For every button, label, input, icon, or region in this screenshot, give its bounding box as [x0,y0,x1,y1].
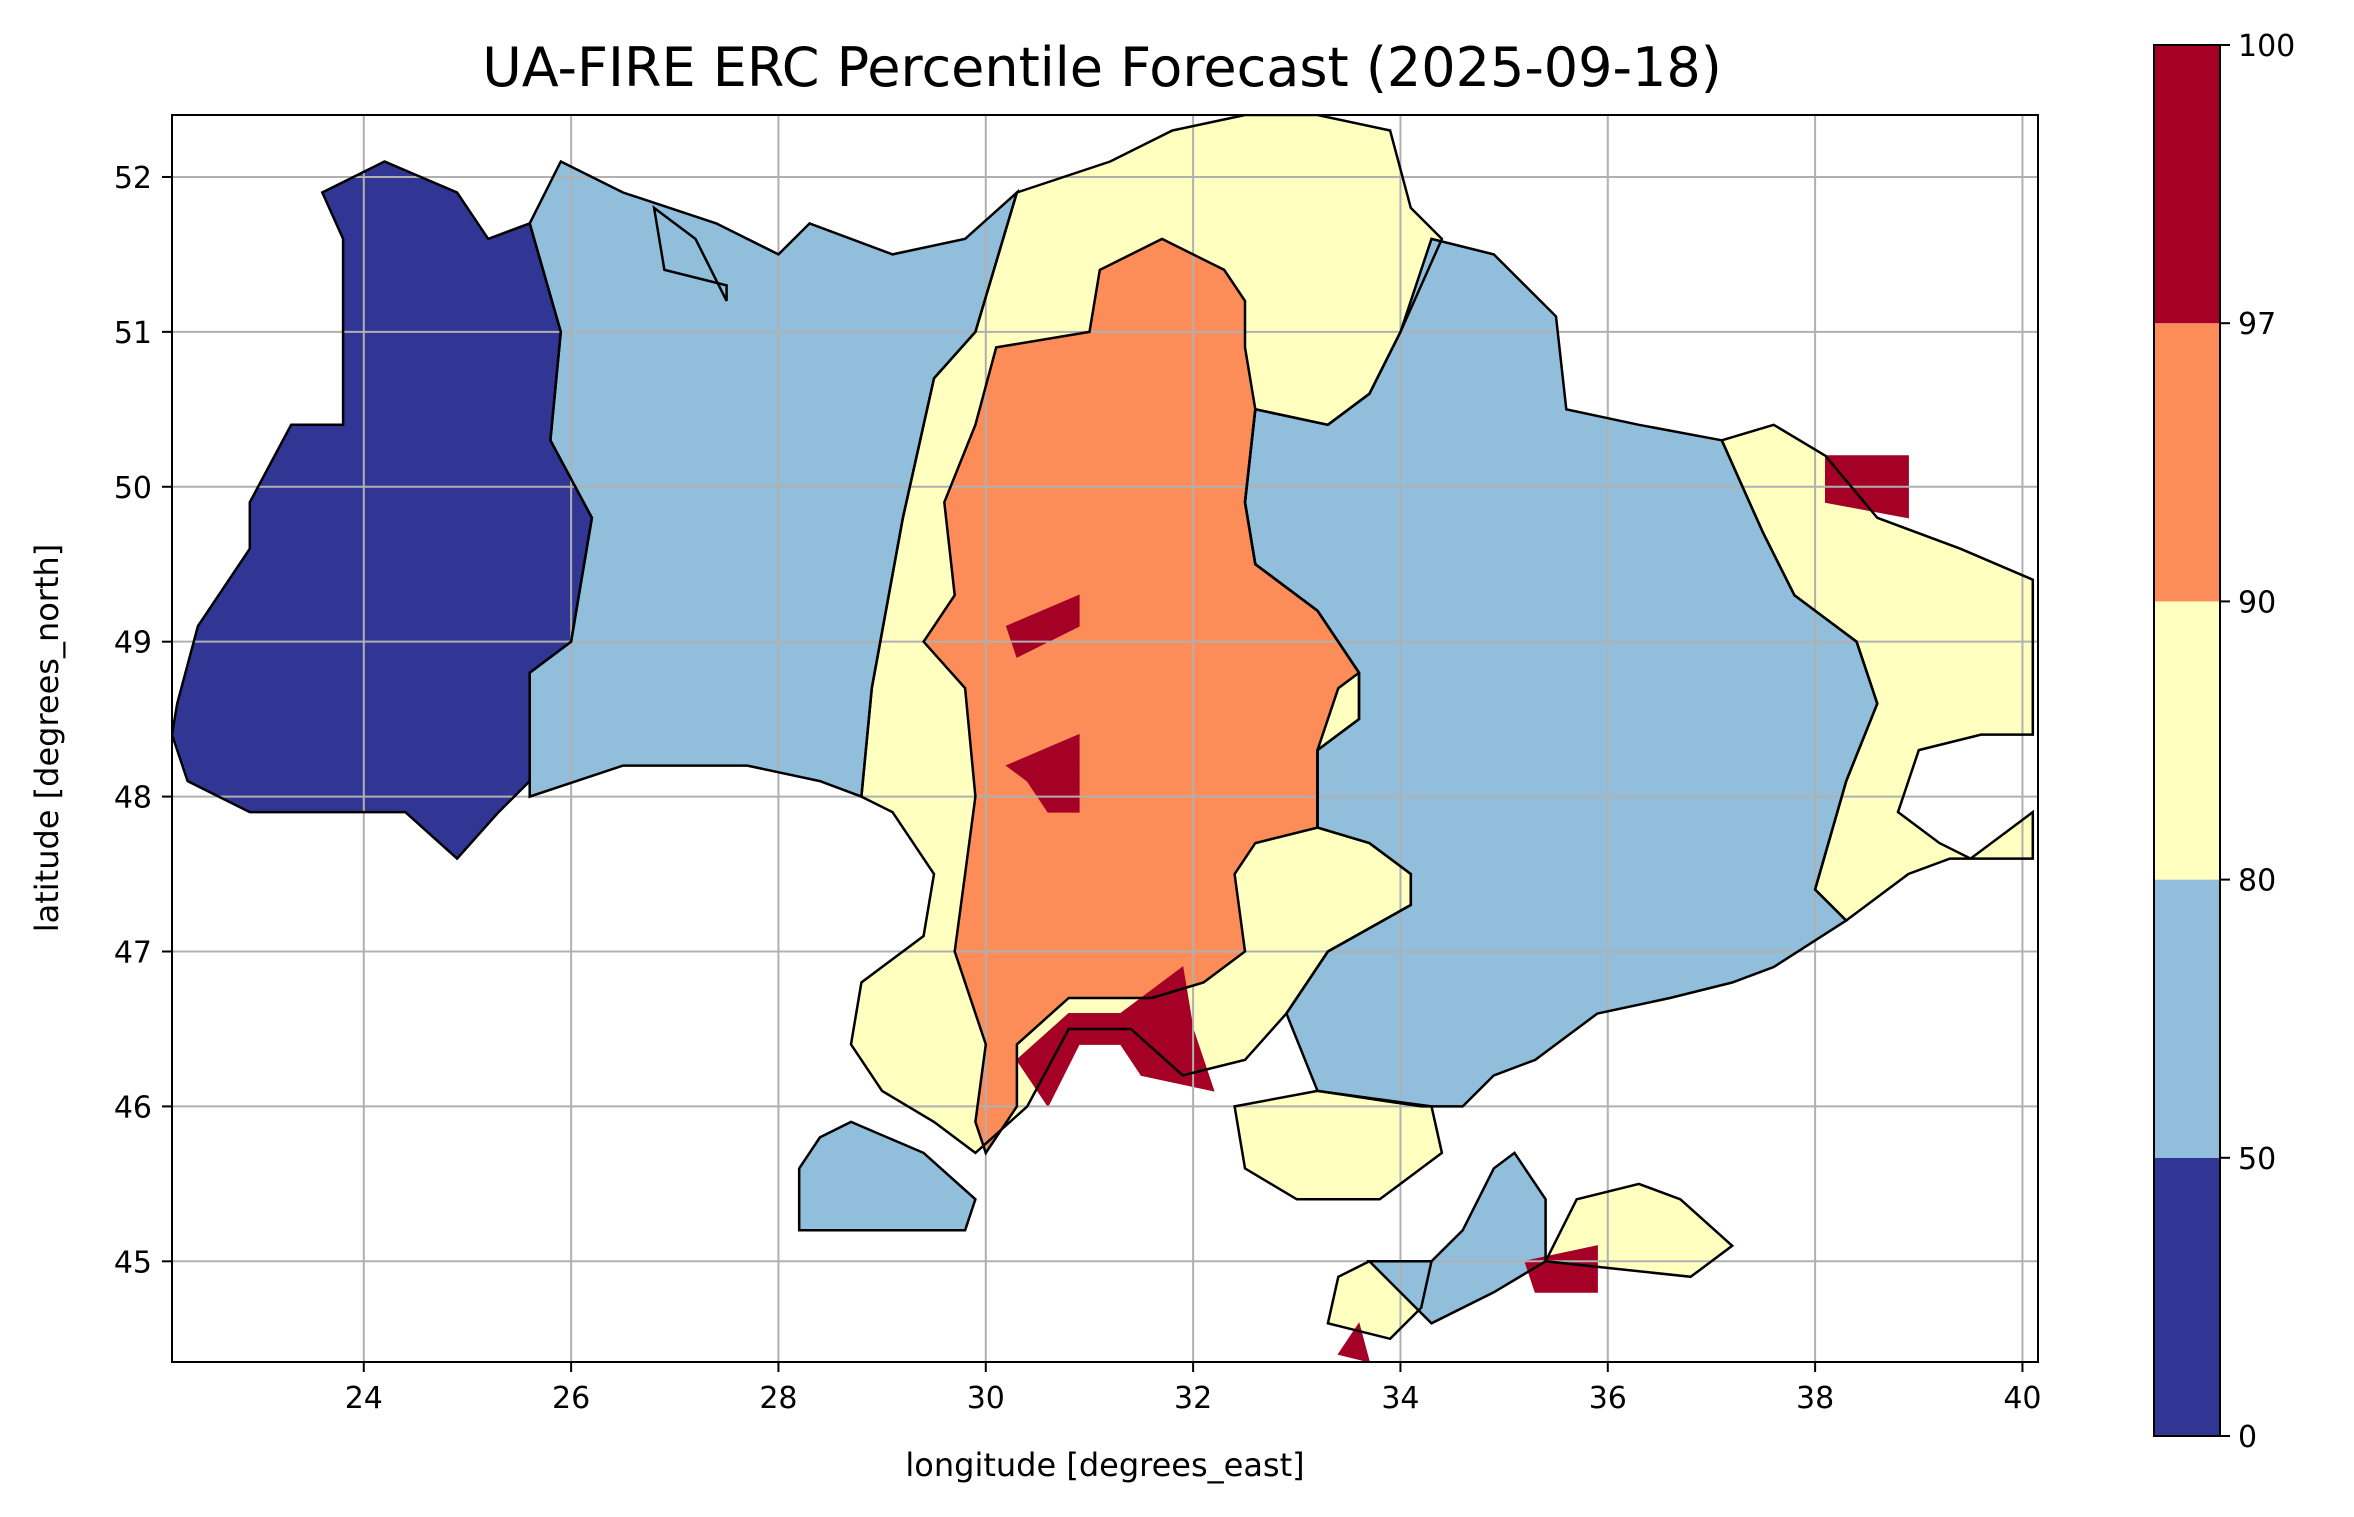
colorbar-tick-label: 100 [2238,29,2295,64]
colorbar-segment-1 [2154,879,2220,1158]
colorbar-segment-4 [2154,45,2220,324]
gridlines [172,115,2038,1362]
colorbar-tick-label: 0 [2238,1420,2257,1455]
y-axis-ticks: 45 46 47 48 49 50 51 52 [114,161,172,1280]
region-16 [1524,1245,1598,1293]
region-13 [1005,733,1080,813]
colorbar-tick-label: 90 [2238,585,2276,620]
admin-borders [172,115,2035,1341]
y-tick-label: 50 [114,471,152,506]
border-line [1366,1151,1547,1325]
y-axis-label: latitude [degrees_north] [28,544,66,933]
colorbar: 0 50 80 90 97 100 [2153,29,2295,1455]
colorbar-segment-2 [2154,601,2220,880]
x-tick-label: 32 [1174,1381,1212,1416]
colorbar-frame [2153,44,2221,1437]
border-line [922,237,1361,1156]
colorbar-tick-label: 80 [2238,864,2276,899]
y-tick-label: 45 [114,1245,152,1280]
erc-percentile-regions [172,115,2034,1362]
plot-frame [171,114,2039,1363]
y-tick-label: 47 [114,935,152,970]
x-tick-label: 28 [759,1381,797,1416]
border-line [652,205,728,302]
y-tick-label: 51 [114,316,152,351]
map-plot-area [171,114,2039,1363]
colorbar-segment-3 [2154,323,2220,602]
x-tick-label: 36 [1589,1381,1627,1416]
region-17 [1337,1322,1370,1362]
x-tick-label: 24 [345,1381,383,1416]
x-tick-label: 26 [552,1381,590,1416]
x-tick-label: 38 [1796,1381,1834,1416]
colorbar-tick-label: 50 [2238,1142,2276,1177]
chart-title: UA-FIRE ERC Percentile Forecast (2025-09… [482,36,1722,99]
x-axis-ticks: 24 26 28 30 32 34 36 38 40 [345,1362,2042,1416]
region-14 [1016,966,1215,1108]
border-line [797,1120,977,1232]
x-tick-label: 30 [967,1381,1005,1416]
x-axis-label: longitude [degrees_east] [905,1446,1304,1484]
x-tick-label: 34 [1381,1381,1419,1416]
x-tick-label: 40 [2003,1381,2041,1416]
colorbar-tick-label: 97 [2238,307,2276,342]
y-tick-label: 52 [114,161,152,196]
colorbar-segment-0 [2154,1157,2220,1436]
y-tick-label: 46 [114,1090,152,1125]
y-tick-label: 48 [114,781,152,816]
y-tick-label: 49 [114,626,152,661]
